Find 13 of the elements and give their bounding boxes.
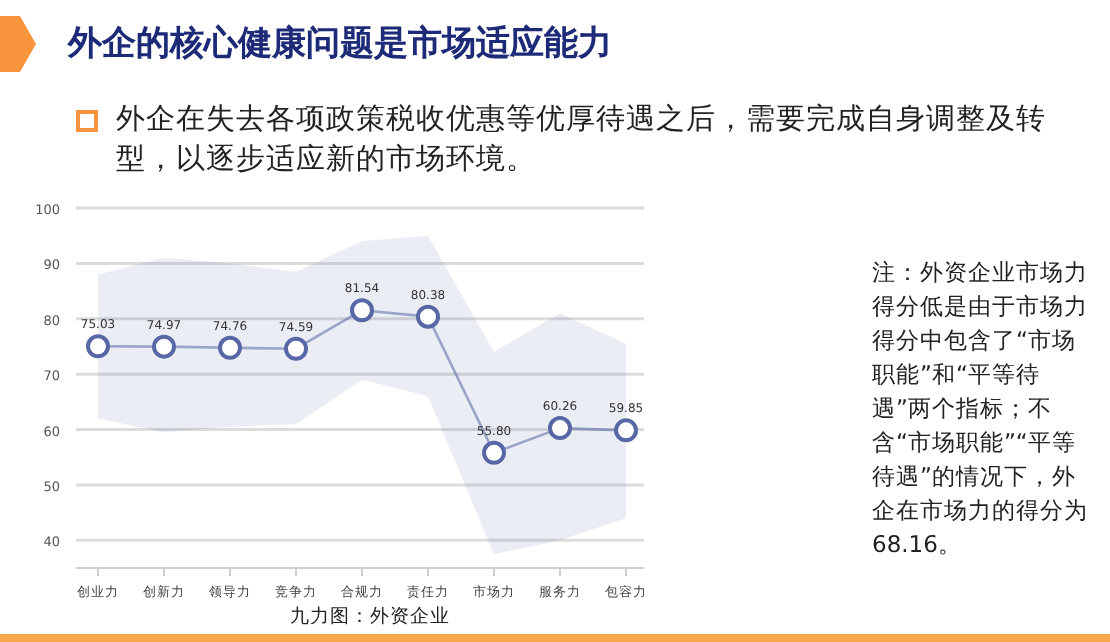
chart-subtitle: 外企在失去各项政策税收优惠等优厚待遇之后，需要完成自身调整及转型，以逐步适应新的市场环境。 [116, 101, 1048, 180]
point [548, 416, 572, 441]
point [350, 298, 374, 323]
point [614, 418, 638, 443]
point [482, 440, 506, 465]
point [416, 304, 440, 329]
point [86, 334, 110, 359]
x-axis-title: 九力图：外资企业 [290, 604, 450, 628]
chart-title: 外企的核心健康问题是市场适应能力 [68, 22, 612, 66]
text: 注：外资企业市场力得分低是由于市场力得分中包含了“市场职能”和“平等待遇”两个指标；不含“市场职能”“平等待遇”的情况下，外企在市场力的得分为68.16。 [872, 258, 1088, 558]
point [218, 335, 242, 360]
point [152, 334, 176, 359]
point [284, 336, 308, 361]
